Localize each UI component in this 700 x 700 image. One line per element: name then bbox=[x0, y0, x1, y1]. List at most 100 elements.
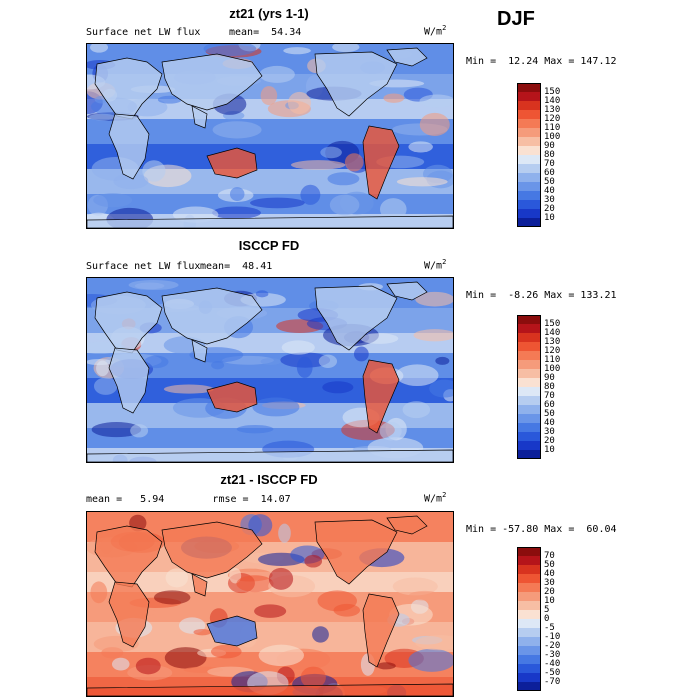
colorbar-swatch bbox=[517, 333, 541, 342]
colorbar-swatch bbox=[517, 583, 541, 592]
colorbar-swatch bbox=[517, 209, 541, 218]
panel-1-title: zt21 (yrs 1-1) bbox=[229, 6, 309, 21]
colorbar-swatch bbox=[517, 655, 541, 664]
colorbar-swatch bbox=[517, 423, 541, 432]
colorbar-tick-label: 10 bbox=[544, 213, 555, 223]
colorbar-tick-label: 70 bbox=[544, 159, 555, 169]
colorbar-swatch bbox=[517, 173, 541, 182]
colorbar-swatch bbox=[517, 441, 541, 450]
colorbar-tick-label: 90 bbox=[544, 141, 555, 151]
colorbar-tick-label: 70 bbox=[544, 551, 555, 561]
colorbar-swatch bbox=[517, 378, 541, 387]
colorbar-tick-label: 50 bbox=[544, 177, 555, 187]
colorbar-swatch bbox=[517, 619, 541, 628]
panel-2-map bbox=[86, 277, 454, 463]
colorbar-swatch bbox=[517, 637, 541, 646]
colorbar-swatch bbox=[517, 110, 541, 119]
colorbar-swatch bbox=[517, 369, 541, 378]
panel-3-minmax: Min = -57.80 Max = 60.04 bbox=[466, 524, 617, 535]
colorbar-tick-label: 40 bbox=[544, 186, 555, 196]
colorbar-tick-label: 0 bbox=[544, 614, 550, 624]
colorbar-swatch bbox=[517, 351, 541, 360]
colorbar-tick-label: -50 bbox=[544, 668, 561, 678]
colorbar-swatch bbox=[517, 682, 541, 691]
colorbar-swatch bbox=[517, 405, 541, 414]
colorbar-swatch bbox=[517, 547, 541, 556]
colorbar-tick-label: 100 bbox=[544, 132, 561, 142]
colorbar-tick-label: 30 bbox=[544, 195, 555, 205]
colorbar-swatch bbox=[517, 200, 541, 209]
panel-1-units: W/m2 bbox=[424, 24, 447, 38]
colorbar-swatch bbox=[517, 396, 541, 405]
colorbar-swatch bbox=[517, 218, 541, 227]
colorbar-tick-label: -40 bbox=[544, 659, 561, 669]
colorbar-tick-label: -30 bbox=[544, 650, 561, 660]
panel-2-units: W/m2 bbox=[424, 258, 447, 272]
colorbar-swatch bbox=[517, 324, 541, 333]
colorbar-tick-label: 140 bbox=[544, 96, 561, 106]
colorbar-tick-label: 40 bbox=[544, 418, 555, 428]
colorbar-tick-label: 30 bbox=[544, 427, 555, 437]
colorbar-swatch bbox=[517, 101, 541, 110]
colorbar-tick-label: 120 bbox=[544, 346, 561, 356]
colorbar-tick-label: 60 bbox=[544, 168, 555, 178]
map-field bbox=[87, 512, 453, 696]
colorbar-tick-label: -20 bbox=[544, 641, 561, 651]
colorbar-tick-label: 40 bbox=[544, 569, 555, 579]
colorbar-tick-label: 50 bbox=[544, 560, 555, 570]
panel-1-field: Surface net LW flux bbox=[86, 27, 201, 38]
colorbar-swatch bbox=[517, 565, 541, 574]
map-field bbox=[87, 278, 453, 462]
colorbar-tick-label: 10 bbox=[544, 445, 555, 455]
colorbar-swatch bbox=[517, 646, 541, 655]
colorbar-tick-label: 20 bbox=[544, 204, 555, 214]
colorbar-tick-label: 20 bbox=[544, 436, 555, 446]
colorbar-swatch bbox=[517, 628, 541, 637]
colorbar-tick-label: 120 bbox=[544, 114, 561, 124]
colorbar-swatch bbox=[517, 387, 541, 396]
colorbar-tick-label: 110 bbox=[544, 123, 561, 133]
colorbar-tick-label: 5 bbox=[544, 605, 550, 615]
colorbar-swatch bbox=[517, 342, 541, 351]
colorbar-swatch bbox=[517, 164, 541, 173]
colorbar-swatch bbox=[517, 360, 541, 369]
colorbar-tick-label: 130 bbox=[544, 337, 561, 347]
colorbar-swatch bbox=[517, 137, 541, 146]
colorbar-swatch bbox=[517, 191, 541, 200]
colorbar-swatch bbox=[517, 432, 541, 441]
colorbar-tick-label: 70 bbox=[544, 391, 555, 401]
colorbar-swatch bbox=[517, 119, 541, 128]
panel-1-mean: mean= 54.34 bbox=[229, 27, 302, 38]
colorbar-tick-label: 130 bbox=[544, 105, 561, 115]
season-label: DJF bbox=[497, 8, 535, 30]
colorbar-tick-label: 60 bbox=[544, 400, 555, 410]
panel-2-title: ISCCP FD bbox=[238, 238, 300, 253]
panel-3-title: zt21 - ISCCP FD bbox=[220, 472, 318, 487]
colorbar-swatch bbox=[517, 182, 541, 191]
panel-1-minmax: Min = 12.24 Max = 147.12 bbox=[466, 56, 617, 67]
colorbar-swatch bbox=[517, 574, 541, 583]
colorbar-swatch bbox=[517, 128, 541, 137]
panel-2-mean: mean= 48.41 bbox=[200, 261, 273, 272]
colorbar-tick-label: -5 bbox=[544, 623, 555, 633]
map-field bbox=[87, 44, 453, 228]
panel-3-units: W/m2 bbox=[424, 491, 447, 505]
colorbar-swatch bbox=[517, 450, 541, 459]
colorbar-swatch bbox=[517, 610, 541, 619]
panel-2-field: Surface net LW flux bbox=[86, 261, 201, 272]
colorbar-swatch bbox=[517, 673, 541, 682]
colorbar-swatch bbox=[517, 155, 541, 164]
colorbar-swatch bbox=[517, 414, 541, 423]
colorbar-tick-label: 80 bbox=[544, 150, 555, 160]
panel-2-minmax: Min = -8.26 Max = 133.21 bbox=[466, 290, 617, 301]
colorbar-tick-label: 90 bbox=[544, 373, 555, 383]
colorbar-tick-label: 150 bbox=[544, 87, 561, 97]
colorbar-tick-label: 10 bbox=[544, 596, 555, 606]
colorbar-swatch bbox=[517, 664, 541, 673]
colorbar-swatch bbox=[517, 556, 541, 565]
colorbar-tick-label: -70 bbox=[544, 677, 561, 687]
colorbar-swatch bbox=[517, 592, 541, 601]
colorbar-swatch bbox=[517, 601, 541, 610]
colorbar-tick-label: 30 bbox=[544, 578, 555, 588]
colorbar-swatch bbox=[517, 315, 541, 324]
